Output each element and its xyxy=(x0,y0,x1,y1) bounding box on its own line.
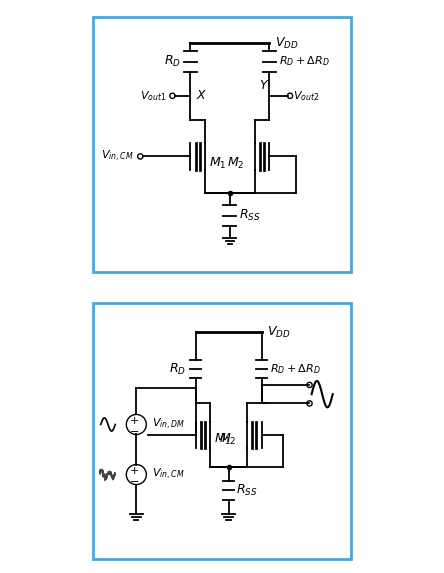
Text: $+$: $+$ xyxy=(129,415,139,426)
Text: $+$: $+$ xyxy=(129,465,139,476)
Text: $R_D$: $R_D$ xyxy=(169,362,186,376)
Text: $M_2$: $M_2$ xyxy=(219,432,237,447)
FancyBboxPatch shape xyxy=(93,17,351,272)
Text: $Y$: $Y$ xyxy=(259,79,270,92)
Text: $R_D + \Delta R_D$: $R_D + \Delta R_D$ xyxy=(270,362,321,376)
Text: $V_{out1}$: $V_{out1}$ xyxy=(140,89,167,103)
Text: $X$: $X$ xyxy=(196,89,207,103)
Text: $R_D$: $R_D$ xyxy=(164,54,181,69)
Text: $M_1$: $M_1$ xyxy=(214,432,232,447)
FancyBboxPatch shape xyxy=(93,303,351,559)
Text: $M_2$: $M_2$ xyxy=(227,156,245,171)
Text: $R_{SS}$: $R_{SS}$ xyxy=(239,208,261,223)
Text: $V_{out2}$: $V_{out2}$ xyxy=(293,89,320,103)
Text: $R_{SS}$: $R_{SS}$ xyxy=(237,483,258,498)
Text: $-$: $-$ xyxy=(129,475,139,485)
Text: $M_1$: $M_1$ xyxy=(209,156,226,171)
Text: $V_{in,CM}$: $V_{in,CM}$ xyxy=(101,149,133,164)
Text: $V_{in,CM}$: $V_{in,CM}$ xyxy=(152,467,185,482)
Text: $V_{DD}$: $V_{DD}$ xyxy=(267,325,290,340)
Text: $V_{in,DM}$: $V_{in,DM}$ xyxy=(152,417,185,432)
Text: $R_D + \Delta R_D$: $R_D + \Delta R_D$ xyxy=(279,54,329,68)
Text: $-$: $-$ xyxy=(129,425,139,435)
Text: $V_{DD}$: $V_{DD}$ xyxy=(275,36,298,50)
